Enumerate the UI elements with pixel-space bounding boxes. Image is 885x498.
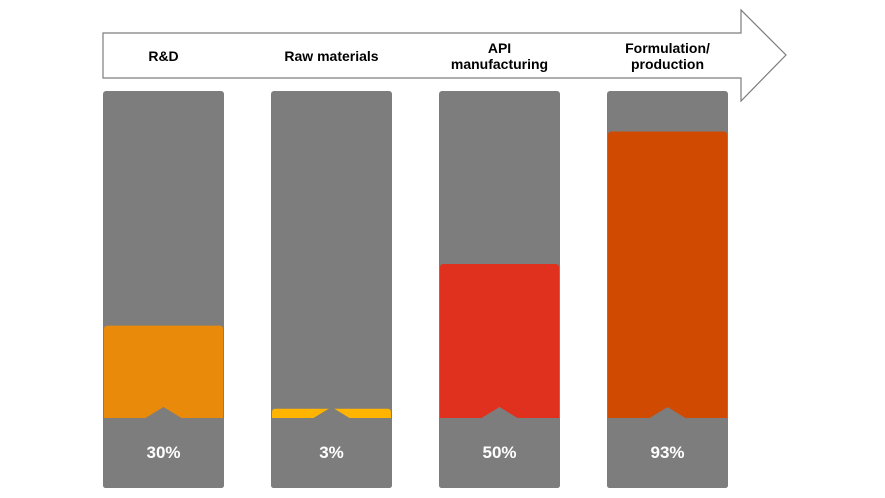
value-label-block [439, 407, 560, 488]
category-label: API manufacturing [451, 40, 548, 72]
bar-group: 50% [439, 91, 560, 488]
category-label: R&D [148, 48, 178, 64]
value-label-block [607, 407, 728, 488]
value-label: 50% [482, 443, 516, 462]
value-label: 3% [319, 443, 344, 462]
bar [608, 131, 727, 438]
value-label: 30% [146, 443, 180, 462]
bar-group: 93% [607, 91, 728, 488]
bar-track [271, 91, 392, 488]
bar-group: 3% [271, 91, 392, 488]
bar [440, 264, 559, 438]
value-label-block [103, 407, 224, 488]
bar [104, 325, 223, 438]
value-label-block [271, 407, 392, 488]
value-label: 93% [650, 443, 684, 462]
category-label: Formulation/production [625, 40, 710, 72]
bar-group: 30% [103, 91, 224, 488]
category-label: Raw materials [284, 48, 378, 64]
value-chain-arrow [102, 8, 787, 103]
